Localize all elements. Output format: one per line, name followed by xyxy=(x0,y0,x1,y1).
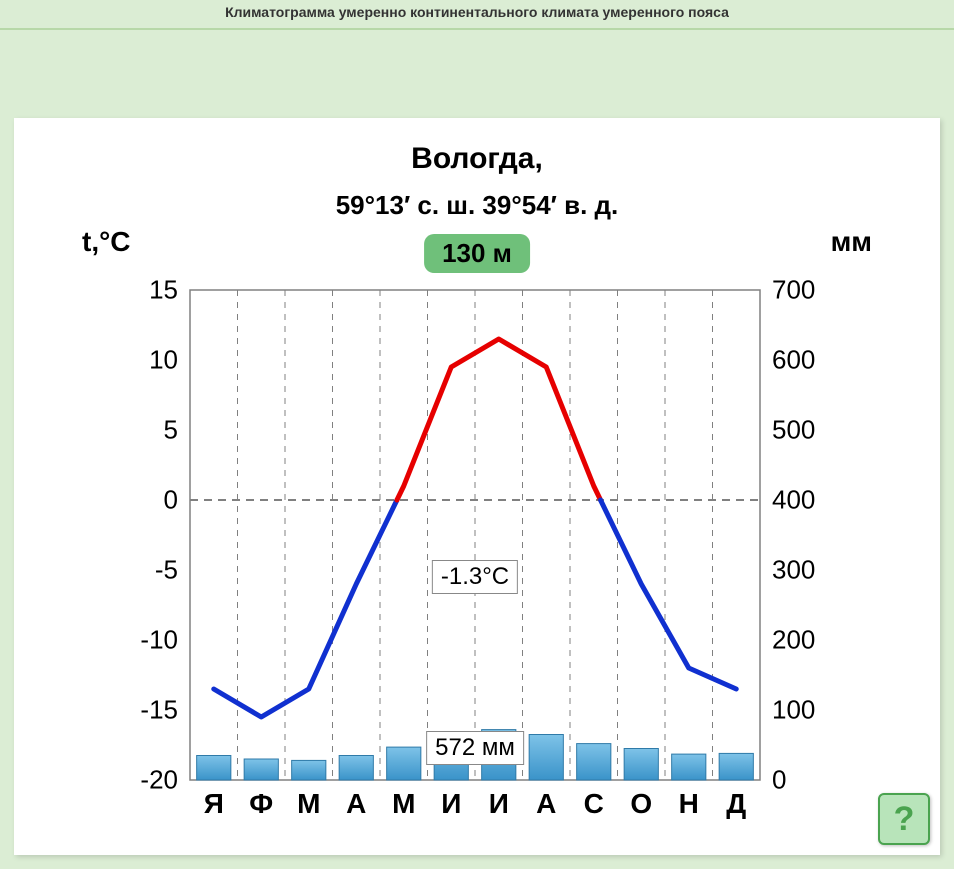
elevation-badge: 130 м xyxy=(424,234,530,273)
plot-area: -20-15-10-50510150100200300400500600700Я… xyxy=(190,290,760,780)
right-axis-label: мм xyxy=(831,226,872,258)
right-tick: 300 xyxy=(772,555,832,586)
month-label: Д xyxy=(726,788,746,820)
month-label: Ф xyxy=(249,788,273,820)
chart-card: Вологда, 59°13′ с. ш. 39°54′ в. д. t,°C … xyxy=(14,118,940,855)
temperature-line xyxy=(214,500,397,717)
precip-bar xyxy=(624,749,658,781)
precip-bar xyxy=(244,759,278,780)
right-tick: 500 xyxy=(772,415,832,446)
month-label: Н xyxy=(679,788,699,820)
right-tick: 700 xyxy=(772,275,832,306)
help-button[interactable]: ? xyxy=(878,793,930,845)
month-label: О xyxy=(630,788,652,820)
precip-bar xyxy=(672,754,706,780)
right-tick: 600 xyxy=(772,345,832,376)
avg-temperature-box: -1.3°C xyxy=(432,560,518,594)
left-tick: -5 xyxy=(118,555,178,586)
right-tick: 200 xyxy=(772,625,832,656)
right-tick: 100 xyxy=(772,695,832,726)
left-tick: -10 xyxy=(118,625,178,656)
month-label: А xyxy=(346,788,366,820)
month-label: Я xyxy=(204,788,224,820)
precip-bar xyxy=(339,756,373,781)
month-label: М xyxy=(392,788,415,820)
precip-bar xyxy=(387,747,421,780)
left-tick: -20 xyxy=(118,765,178,796)
left-axis-label: t,°C xyxy=(82,226,131,258)
right-tick: 0 xyxy=(772,765,832,796)
month-label: А xyxy=(536,788,556,820)
precip-bar xyxy=(529,735,563,781)
page-title: Климатограмма умеренно континентального … xyxy=(0,0,954,30)
month-label: М xyxy=(297,788,320,820)
month-label: И xyxy=(489,788,509,820)
temperature-line xyxy=(601,500,737,689)
total-precip-box: 572 мм xyxy=(426,731,524,765)
coordinates: 59°13′ с. ш. 39°54′ в. д. xyxy=(14,190,940,221)
left-tick: 0 xyxy=(118,485,178,516)
month-label: И xyxy=(441,788,461,820)
precip-bar xyxy=(577,744,611,780)
precip-bar xyxy=(197,756,231,781)
left-tick: 10 xyxy=(118,345,178,376)
month-label: С xyxy=(584,788,604,820)
precip-bar xyxy=(719,753,753,780)
right-tick: 400 xyxy=(772,485,832,516)
left-tick: -15 xyxy=(118,695,178,726)
precip-bar xyxy=(292,760,326,780)
left-tick: 15 xyxy=(118,275,178,306)
city-name: Вологда, xyxy=(14,142,940,176)
left-tick: 5 xyxy=(118,415,178,446)
